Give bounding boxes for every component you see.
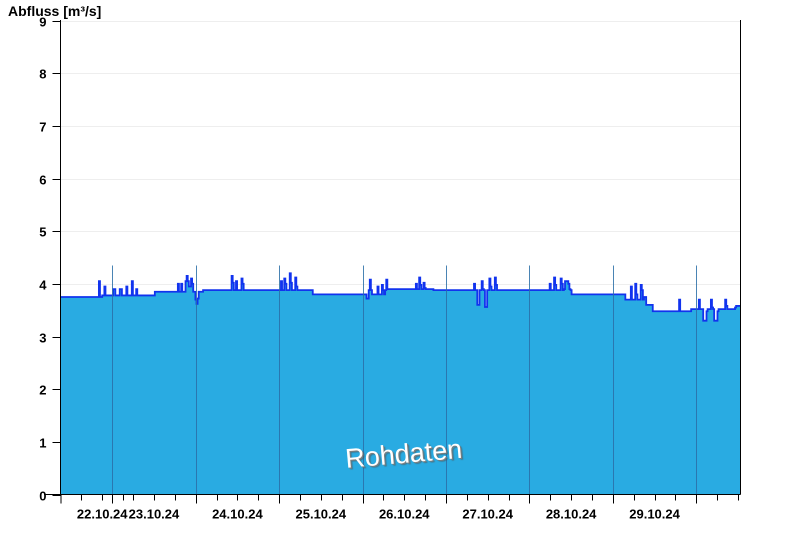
axes [44, 20, 742, 496]
y-tick-label-7: 7 [39, 120, 46, 135]
x-axis-label-23.10.24: 23.10.24 [129, 507, 180, 522]
y-tick-label-9: 9 [39, 15, 46, 30]
x-axis-ticks [60, 494, 740, 504]
x-axis-label-22.10.24: 22.10.24 [77, 507, 128, 522]
day-separators [112, 265, 697, 495]
y-axis-ticks [52, 20, 61, 497]
discharge-area [60, 273, 741, 495]
y-tick-label-0: 0 [39, 489, 46, 504]
x-axis-label-26.10.24: 26.10.24 [379, 507, 430, 522]
discharge-series [60, 272, 741, 495]
y-axis-labels: 0 1 2 3 4 5 6 7 8 9 [39, 15, 47, 504]
x-axis-label-25.10.24: 25.10.24 [296, 507, 347, 522]
page-title: Abfluss [m³/s] [8, 3, 102, 19]
y-tick-label-8: 8 [39, 67, 46, 82]
x-axis-label-28.10.24: 28.10.24 [546, 507, 597, 522]
y-tick-label-1: 1 [39, 436, 46, 451]
y-tick-label-2: 2 [39, 383, 46, 398]
discharge-line [60, 272, 741, 322]
x-axis-label-24.10.24: 24.10.24 [212, 507, 263, 522]
y-tick-label-4: 4 [39, 278, 47, 293]
y-tick-label-5: 5 [39, 225, 46, 240]
y-tick-label-6: 6 [39, 173, 46, 188]
x-axis-labels: 22.10.24 23.10.24 24.10.24 25.10.24 26.10.24… [77, 507, 681, 522]
y-tick-label-3: 3 [39, 331, 46, 346]
x-axis-label-27.10.24: 27.10.24 [462, 507, 513, 522]
x-axis-label-29.10.24: 29.10.24 [629, 507, 680, 522]
